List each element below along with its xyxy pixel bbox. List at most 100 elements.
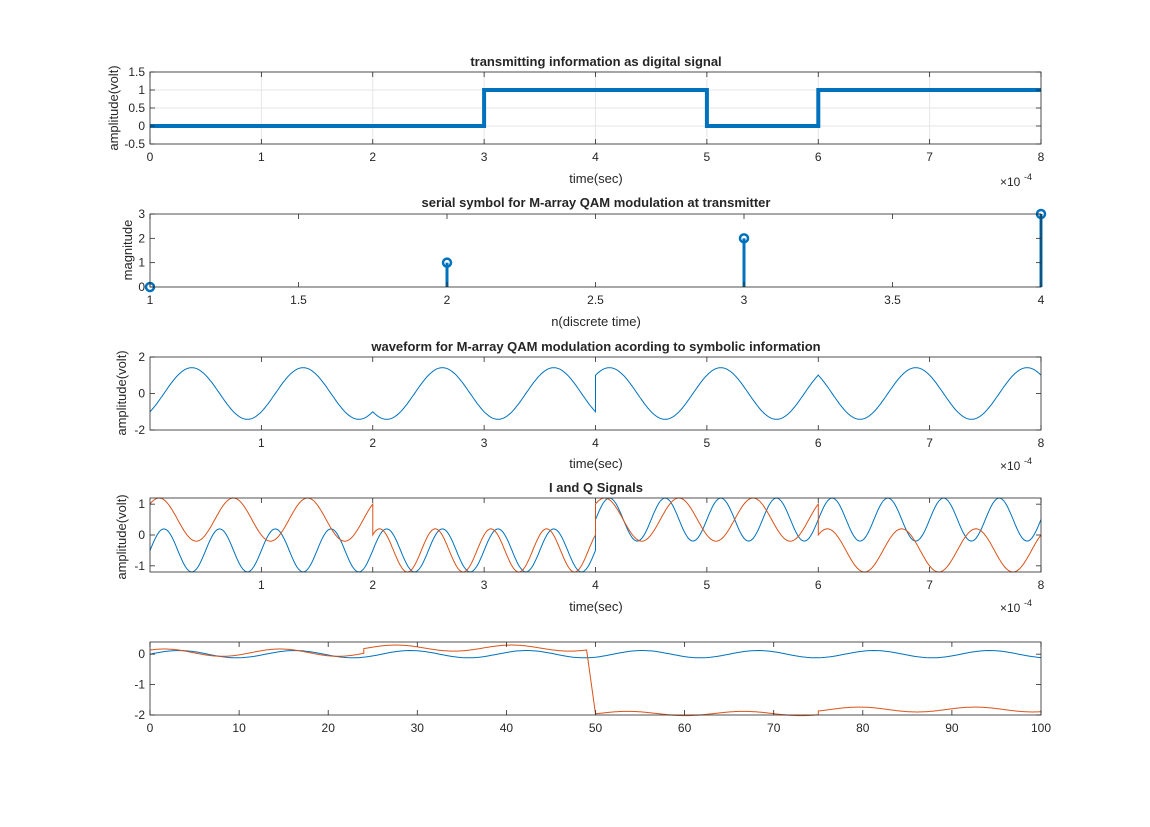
samples-x-tick-label: 90: [945, 721, 959, 735]
samples-y-tick-label: -1: [134, 678, 145, 692]
samples-x-tick-label: 30: [411, 721, 425, 735]
iq-x-tick-label: 1: [258, 578, 265, 592]
symbols-y-tick-label: 2: [138, 231, 145, 245]
waveform-data: [150, 367, 1041, 420]
symbols-x-tick-label: 4: [1038, 293, 1045, 307]
iq-x-tick-label: 6: [815, 578, 822, 592]
symbols-x-tick-label: 1: [147, 293, 154, 307]
digital-y-tick-label: 0.5: [128, 101, 145, 115]
serial-symbol-plot: serial symbol for M-array QAM modulation…: [120, 195, 1047, 329]
iq-signals-exponent-value: -4: [1024, 598, 1032, 608]
digital-signal-ylabel: amplitude(volt): [106, 65, 121, 150]
iq-signals-x-exponent: ×10 -4: [1000, 598, 1032, 615]
symbols-y-tick-label: 3: [138, 207, 145, 221]
samples-x-tick-label: 80: [856, 721, 870, 735]
digital-x-tick-label: 6: [815, 150, 822, 164]
digital-line: [150, 88, 1041, 128]
samples-x-tick-label: 40: [500, 721, 514, 735]
digital-signal-xlabel: time(sec): [569, 171, 622, 186]
waveform-x-tick-label: 7: [926, 436, 933, 450]
qam-waveform-xlabel: time(sec): [569, 456, 622, 471]
waveform-y-tick-label: 0: [138, 387, 145, 401]
iq-series-2: [150, 497, 1041, 573]
digital-signal-exponent-value: -4: [1024, 172, 1032, 182]
qam-waveform-title: waveform for M-array QAM modulation acor…: [370, 339, 820, 354]
qam-waveform-plot: waveform for M-array QAM modulation acor…: [114, 339, 1045, 473]
qam-waveform-ylabel: amplitude(volt): [114, 350, 129, 435]
samples-axes-area: [150, 642, 1041, 715]
digital-x-tick-label: 2: [369, 150, 376, 164]
digital-x-tick-label: 1: [258, 150, 265, 164]
digital-y-tick-label: 0: [138, 119, 145, 133]
samples-data: [150, 644, 1041, 717]
digital-signal-plot: transmitting information as digital sign…: [106, 54, 1045, 189]
iq-signals-title: I and Q Signals: [549, 480, 643, 495]
iq-signals-xlabel: time(sec): [569, 599, 622, 614]
samples-x-tick-label: 60: [678, 721, 692, 735]
samples-y-tick-label: -2: [134, 708, 145, 722]
digital-x-tick-label: 8: [1038, 150, 1045, 164]
serial-symbol-ylabel: magnitude: [120, 220, 135, 281]
samples-x-tick-label: 10: [232, 721, 246, 735]
samples-x-tick-label: 20: [322, 721, 336, 735]
samples-x-tick-label: 50: [589, 721, 603, 735]
iq-x-tick-label: 3: [481, 578, 488, 592]
iq-y-tick-label: -1: [134, 559, 145, 573]
digital-signal-x-exponent: ×10 -4: [1000, 172, 1032, 189]
digital-x-tick-label: 5: [704, 150, 711, 164]
waveform-x-tick-label: 3: [481, 436, 488, 450]
waveform-x-tick-label: 1: [258, 436, 265, 450]
samples-x-tick-label: 100: [1031, 721, 1051, 735]
symbols-stem-marker: [441, 257, 453, 268]
digital-x-tick-label: 4: [592, 150, 599, 164]
svg-text:×10: ×10: [1000, 459, 1021, 473]
iq-y-tick-label: 0: [138, 528, 145, 542]
samples-x-tick-label: 0: [147, 721, 154, 735]
digital-y-tick-label: -0.5: [124, 137, 145, 151]
digital-signal-title: transmitting information as digital sign…: [470, 54, 721, 69]
symbols-x-tick-label: 2: [444, 293, 451, 307]
waveform-x-tick-label: 6: [815, 436, 822, 450]
serial-symbol-title: serial symbol for M-array QAM modulation…: [422, 195, 771, 210]
iq-x-tick-label: 8: [1038, 578, 1045, 592]
serial-symbol-xlabel: n(discrete time): [551, 314, 641, 329]
iq-x-tick-label: 7: [926, 578, 933, 592]
waveform-x-tick-label: 2: [369, 436, 376, 450]
symbols-y-tick-label: 0: [138, 280, 145, 294]
waveform-y-tick-label: -2: [134, 423, 145, 437]
symbols-x-tick-label: 3: [741, 293, 748, 307]
samples-plot: 0 10 20 30 40 50 60 70 80 90 100 -2 -1 0: [134, 641, 1051, 735]
qam-waveform-exponent-value: -4: [1024, 456, 1032, 466]
samples-series-2: [150, 644, 1041, 717]
digital-y-tick-label: 1: [138, 83, 145, 97]
waveform-x-tick-label: 4: [592, 436, 599, 450]
iq-data: [150, 497, 1041, 573]
iq-x-tick-label: 4: [592, 578, 599, 592]
digital-y-tick-label: 1.5: [128, 65, 145, 79]
iq-signals-ylabel: amplitude(volt): [114, 494, 129, 579]
symbols-axes-area: [150, 214, 1041, 287]
svg-text:×10: ×10: [1000, 601, 1021, 615]
iq-x-tick-label: 5: [704, 578, 711, 592]
symbols-x-tick-label: 2.5: [587, 293, 604, 307]
iq-x-tick-label: 2: [369, 578, 376, 592]
samples-y-tick-label: 0: [138, 647, 145, 661]
waveform-line: [150, 367, 1041, 420]
digital-x-tick-label: 7: [926, 150, 933, 164]
iq-signals-plot: I and Q Signals time(sec) amplitude(volt…: [114, 480, 1045, 615]
svg-text:×10: ×10: [1000, 175, 1021, 189]
qam-waveform-x-exponent: ×10 -4: [1000, 456, 1032, 473]
symbols-x-tick-label: 3.5: [884, 293, 901, 307]
symbols-x-tick-label: 1.5: [290, 293, 307, 307]
symbols-y-tick-label: 1: [138, 256, 145, 270]
symbols-stem-marker: [738, 233, 750, 244]
digital-data: [150, 88, 1041, 128]
digital-x-tick-label: 0: [147, 150, 154, 164]
digital-x-tick-label: 3: [481, 150, 488, 164]
iq-y-tick-label: 1: [138, 497, 145, 511]
waveform-x-tick-label: 5: [704, 436, 711, 450]
waveform-x-tick-label: 8: [1038, 436, 1045, 450]
samples-x-tick-label: 70: [767, 721, 781, 735]
waveform-y-tick-label: 2: [138, 350, 145, 364]
